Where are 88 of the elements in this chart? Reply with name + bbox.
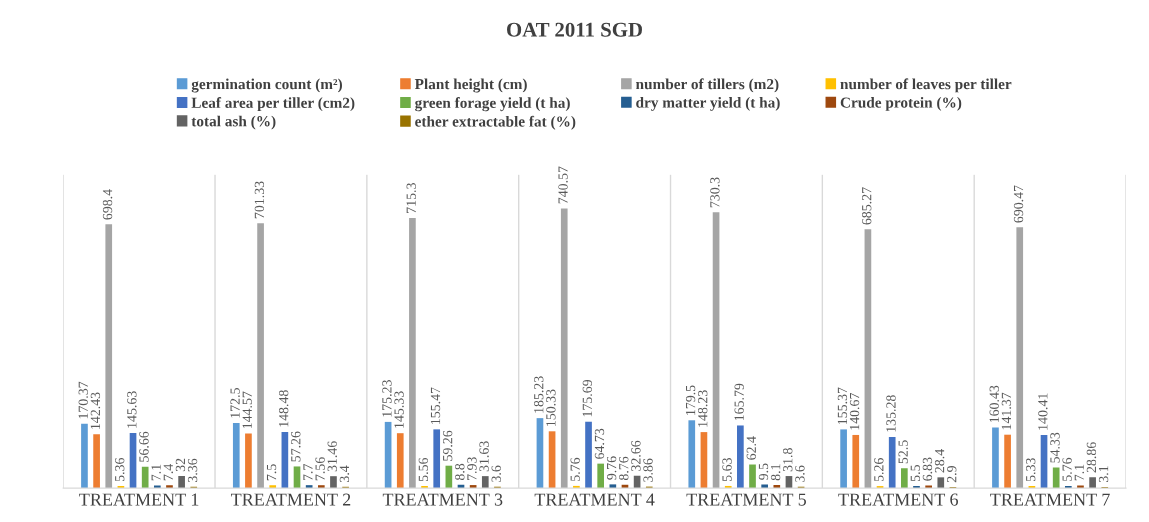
data-label: 31.63 [479,441,489,472]
data-label: 715.3 [406,183,416,213]
data-label: 150.33 [546,389,556,426]
x-tick-label: TREATMENT 5 [686,493,806,506]
data-label: 7.56 [315,457,325,481]
data-label: 685.27 [862,187,872,225]
data-label: 54.33 [1050,432,1060,463]
data-label: 7.93 [467,457,477,480]
data-label: 5.33 [1026,458,1036,482]
data-label: 28.4 [934,449,945,473]
x-tick-label: TREATMENT 1 [79,493,199,506]
data-label: 170.37 [78,381,88,419]
data-label: 740.57 [558,166,568,204]
data-label: 59.26 [442,430,453,461]
data-label: 701.33 [254,181,265,219]
data-label: 5.76 [1062,457,1072,481]
legend-label: ether extractable fat (%) [415,115,576,130]
legend-label: Leaf area per tiller (cm2) [191,97,355,112]
legend-label: green forage yield (t ha) [415,97,570,112]
data-label: 185.23 [534,376,544,413]
data-label: 5.26 [874,458,884,482]
legend-label: number of leaves per tiller [840,78,1012,93]
data-label: 9.5 [758,463,769,480]
data-label: 3.36 [187,458,198,482]
data-label: 32 [175,458,186,472]
data-label: 155.37 [837,387,848,425]
data-label: 57.26 [291,431,301,462]
data-label: 5.36 [115,457,125,482]
x-tick-label: TREATMENT 3 [382,493,503,506]
x-tick-label: TREATMENT 7 [990,493,1110,506]
data-label: 175.23 [382,380,392,417]
data-label: 165.79 [734,383,744,421]
data-label: 7.1 [151,464,161,481]
data-label: 141.37 [1001,392,1012,430]
data-label: 56.66 [139,431,149,462]
data-label: 144.57 [242,391,252,429]
data-label: 3.86 [643,458,653,482]
data-label: 7.7 [303,464,313,481]
data-label: 5.5 [910,465,921,482]
data-label: 172.5 [230,388,240,418]
data-label: 7.1 [1074,464,1085,481]
data-label: 31.46 [327,441,337,472]
data-label: 160.43 [989,385,999,423]
data-label: 28.86 [1086,442,1097,473]
data-label: 32.66 [631,440,641,471]
data-label: 8.8 [455,463,465,481]
data-label: 179.5 [685,385,696,415]
legend-label: number of tillers (m2) [635,78,779,93]
data-label: 148.48 [278,390,289,427]
data-label: 8.1 [770,464,781,481]
legend-label: germination count (m²) [191,78,342,93]
data-label: 31.8 [783,448,793,472]
legend-label: Crude protein (%) [840,96,962,111]
data-label: 7.4 [163,463,174,481]
data-label: 2.9 [947,466,957,483]
data-label: 5.56 [418,457,429,481]
data-label: 145.33 [394,391,404,428]
data-label: 3.4 [339,465,350,482]
data-label: 698.4 [102,189,113,220]
data-label: 6.83 [922,457,933,481]
data-label: 9.76 [606,456,617,480]
data-label: 7.5 [266,464,277,481]
chart-title: OAT 2011 SGD [507,22,642,37]
data-label: 140.67 [849,392,860,430]
data-label: 175.69 [582,379,593,417]
data-label: 148.23 [698,390,708,427]
data-label: 690.47 [1013,185,1024,223]
data-label: 52.5 [898,440,908,464]
data-label: 5.76 [570,457,580,481]
legend-label: Plant height (cm) [414,78,527,93]
x-tick-label: TREATMENT 6 [838,493,958,506]
data-label: 135.28 [886,395,896,432]
data-label: 62.4 [746,436,757,460]
legend-label: total ash (%) [191,115,276,130]
data-label: 140.41 [1038,393,1048,430]
data-label: 8.76 [619,456,629,481]
data-label: 142.43 [90,392,101,429]
data-label: 64.73 [594,428,605,459]
data-label: 155.47 [430,387,441,424]
x-tick-label: TREATMENT 2 [231,493,351,506]
data-label: 730.3 [710,177,720,208]
data-label: 5.63 [722,458,732,481]
data-label: 3.6 [491,465,501,482]
data-label: 3.1 [1098,466,1109,483]
data-label: 3.6 [795,465,805,482]
data-label: 145.63 [127,391,137,428]
x-tick-label: TREATMENT 4 [534,493,655,506]
legend-label: dry matter yield (t ha) [636,96,780,111]
